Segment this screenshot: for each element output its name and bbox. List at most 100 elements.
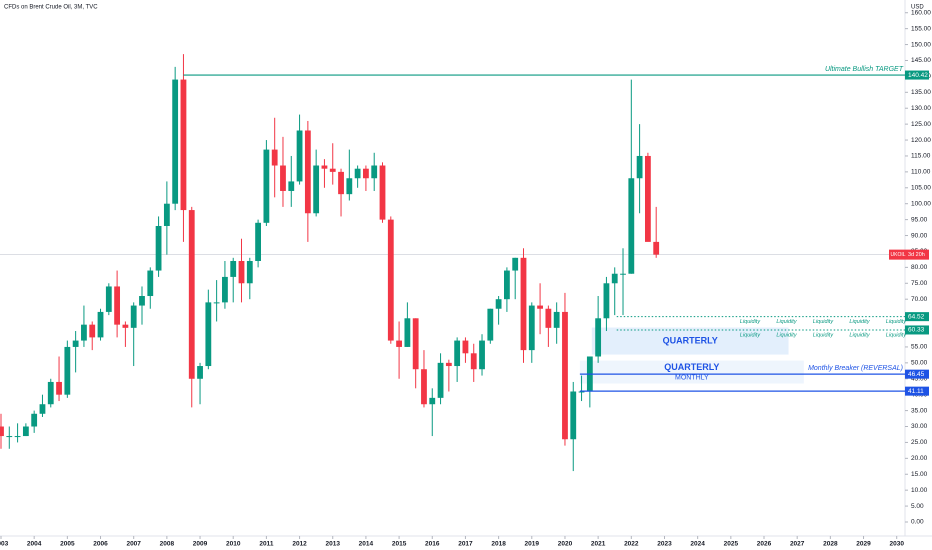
candle-body (296, 130, 303, 182)
candle-body (31, 413, 38, 427)
y-tick-label: 130.00 (911, 105, 931, 112)
level-tag: Liquidity (813, 319, 834, 325)
last-countdown: 3d 20h (908, 252, 925, 258)
x-tick-label: 2012 (292, 541, 307, 548)
candle-body (338, 171, 344, 195)
price-tag-label: 140.42 (908, 72, 928, 79)
y-tick-label: 10.00 (911, 487, 928, 494)
candle-body (321, 165, 328, 169)
candle-body (504, 270, 510, 300)
candle-body (280, 165, 286, 191)
x-tick-label: 2004 (27, 541, 42, 548)
x-tick-label: 2011 (259, 541, 273, 548)
y-tick-label: 50.00 (911, 360, 928, 367)
candle-body (487, 308, 494, 341)
last-price-tag (889, 249, 905, 260)
price-tag-label: 46.45 (908, 371, 925, 378)
y-tick-label: 75.00 (911, 280, 928, 287)
x-tick-label: 2005 (60, 541, 75, 548)
candle-body (39, 404, 46, 414)
x-tick-label: 2019 (525, 541, 540, 548)
x-tick-label: 2024 (690, 541, 705, 548)
candle-body (578, 391, 585, 393)
candle-body (105, 286, 112, 312)
x-tick-label: 2030 (889, 541, 904, 548)
x-tick-label: 2026 (757, 541, 772, 548)
y-tick-label: 115.00 (911, 153, 931, 160)
candle-body (644, 155, 651, 242)
candle-body (412, 318, 419, 370)
currency-label: USD (911, 5, 924, 11)
candle-body (329, 168, 336, 172)
level-tag: Liquidity (776, 332, 797, 338)
candle-body (570, 391, 577, 440)
candle-body (64, 346, 71, 395)
candle-body (246, 260, 253, 284)
x-tick-label: 2009 (193, 541, 208, 548)
candle-body (379, 165, 386, 220)
level-tag: Liquidity (776, 319, 797, 325)
y-tick-label: 70.00 (911, 296, 928, 303)
candle-body (155, 225, 162, 271)
candle-body (0, 426, 4, 437)
candle-body (22, 426, 29, 437)
candle-body (222, 276, 228, 303)
candle-body (354, 168, 361, 179)
candle-body (437, 362, 444, 398)
candle-body (387, 219, 394, 341)
candle-body (255, 222, 262, 261)
zone-label: QUARTERLY (664, 362, 719, 372)
price-tag (905, 312, 929, 322)
price-tag-label: 64.52 (908, 313, 925, 320)
candle-body (363, 168, 369, 179)
candle-body (97, 311, 104, 338)
x-tick-label: 2017 (458, 541, 473, 548)
y-tick-label: 25.00 (911, 439, 928, 446)
candle-body (72, 340, 79, 347)
x-tick-label: 2028 (823, 541, 838, 548)
x-tick-label: 2016 (425, 541, 440, 548)
y-tick-label: 95.00 (911, 216, 928, 223)
y-tick-label: 55.00 (911, 344, 928, 351)
candle-body (470, 353, 477, 370)
candle-body (122, 324, 129, 328)
candle-body (603, 283, 610, 319)
candle-body (404, 318, 411, 347)
candle-body (445, 362, 452, 367)
zone-label: QUARTERLY (663, 335, 718, 345)
candle-body (205, 302, 212, 367)
candle-body (180, 79, 187, 211)
last-price-tag (905, 249, 929, 260)
candle-body (56, 381, 62, 395)
candle-body (371, 165, 378, 179)
y-tick-label: 160.00 (911, 9, 931, 16)
price-tag (905, 70, 929, 80)
level-tag: Liquidity (886, 319, 907, 325)
zone (579, 360, 804, 384)
candle-body (653, 241, 660, 255)
candle-body (512, 257, 519, 271)
candle-body (139, 296, 145, 306)
candle-body (429, 397, 436, 405)
level-label: Monthly Breaker (REVERSAL) (808, 365, 903, 372)
x-tick-label: 2020 (558, 541, 573, 548)
candle-body (81, 324, 87, 341)
candle-body (89, 324, 96, 338)
x-tick-label: 2003 (0, 541, 9, 548)
y-tick-label: 150.00 (911, 41, 931, 48)
candle-body (454, 340, 461, 367)
candle-body (479, 340, 485, 370)
x-tick-label: 2006 (93, 541, 108, 548)
level-tag: Liquidity (886, 332, 907, 338)
x-tick-label: 2013 (326, 541, 341, 548)
candle-body (163, 203, 170, 226)
level-tag: Liquidity (740, 332, 761, 338)
x-tick-label: 2010 (226, 541, 241, 548)
price-tag (905, 386, 929, 396)
price-tag-label: 60.33 (908, 327, 925, 334)
x-tick-label: 2027 (790, 541, 805, 548)
chart-title: CFDs on Brent Crude Oil, 3M, TVC (4, 5, 98, 11)
y-tick-label: 0.00 (911, 519, 924, 526)
x-tick-label: 2018 (491, 541, 506, 548)
